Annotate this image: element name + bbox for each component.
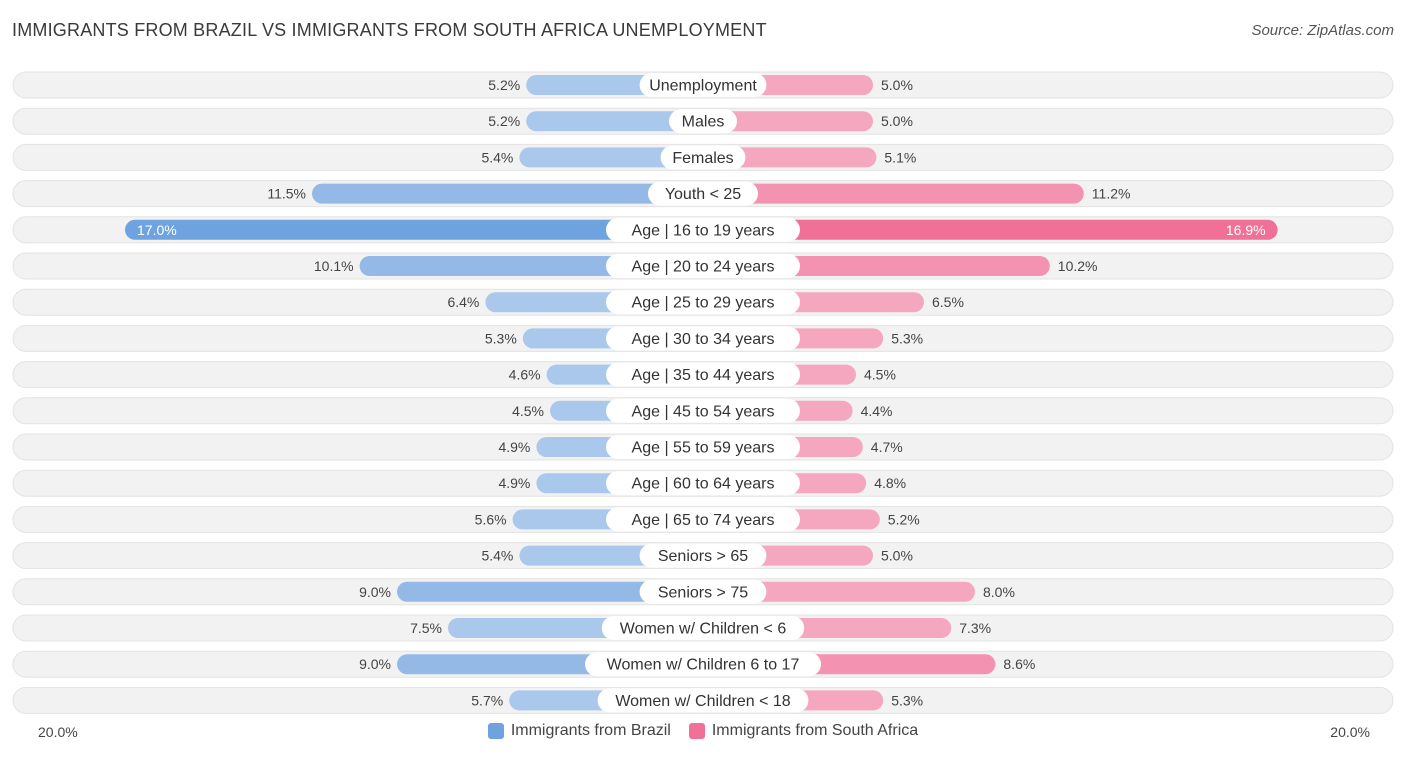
- value-label-brazil: 7.5%: [410, 620, 442, 636]
- value-label-south-africa: 16.9%: [1226, 222, 1266, 238]
- category-label-pill: [606, 362, 800, 387]
- bar-south-africa[interactable]: [703, 581, 975, 602]
- value-label-south-africa: 10.2%: [1058, 258, 1098, 274]
- category-label: Age | 20 to 24 years: [632, 259, 775, 276]
- value-label-south-africa: 5.3%: [891, 330, 923, 346]
- value-label-south-africa: 8.0%: [983, 584, 1015, 600]
- value-label-south-africa: 5.0%: [881, 113, 913, 129]
- category-label: Age | 60 to 64 years: [632, 476, 775, 493]
- bar-brazil[interactable]: [125, 219, 703, 240]
- axis-label-right: 20.0%: [1330, 724, 1370, 740]
- chart-source: Source: ZipAtlas.com: [1251, 22, 1394, 39]
- category-label: Women w/ Children < 6: [620, 621, 787, 638]
- bar-brazil[interactable]: [526, 111, 703, 132]
- value-label-south-africa: 11.2%: [1092, 186, 1131, 202]
- value-label-brazil: 6.4%: [447, 294, 479, 310]
- legend-item-brazil[interactable]: Immigrants from Brazil: [487, 722, 671, 740]
- bar-south-africa[interactable]: [703, 219, 1278, 240]
- value-label-brazil: 10.1%: [314, 258, 354, 274]
- value-label-brazil: 17.0%: [137, 222, 177, 238]
- value-label-brazil: 5.2%: [488, 77, 520, 93]
- category-label-pill: [606, 435, 800, 459]
- value-label-brazil: 9.0%: [359, 656, 391, 672]
- category-label-pill: [606, 217, 800, 242]
- category-label-pill: [601, 616, 805, 640]
- value-label-south-africa: 5.1%: [884, 149, 916, 165]
- category-label: Seniors > 75: [658, 584, 748, 601]
- value-label-south-africa: 6.5%: [932, 294, 964, 310]
- category-label-pill: [639, 73, 767, 97]
- chart-legend: Immigrants from Brazil Immigrants from S…: [0, 722, 1406, 740]
- bar-brazil[interactable]: [312, 183, 703, 204]
- value-label-south-africa: 7.3%: [959, 620, 991, 636]
- category-label-pill: [660, 145, 746, 170]
- legend-swatch-brazil: [487, 723, 504, 739]
- category-label: Seniors > 65: [658, 548, 748, 565]
- category-label: Males: [682, 114, 725, 131]
- category-label-pill: [606, 471, 800, 496]
- value-label-brazil: 4.9%: [498, 439, 530, 455]
- value-label-brazil: 11.5%: [267, 186, 306, 202]
- chart-title: IMMIGRANTS FROM BRAZIL VS IMMIGRANTS FRO…: [12, 20, 767, 40]
- legend-swatch-south-africa: [688, 723, 705, 739]
- legend-item-south-africa[interactable]: Immigrants from South Africa: [688, 722, 919, 740]
- category-label-pill: [597, 688, 809, 713]
- category-label: Age | 25 to 29 years: [632, 295, 775, 312]
- category-label-pill: [585, 652, 821, 677]
- category-label: Age | 55 to 59 years: [632, 440, 775, 457]
- value-label-brazil: 4.9%: [498, 475, 530, 491]
- bar-south-africa[interactable]: [703, 111, 873, 132]
- category-label-pill: [639, 579, 767, 604]
- bar-south-africa[interactable]: [703, 183, 1084, 204]
- category-label: Age | 65 to 74 years: [632, 512, 775, 529]
- value-label-south-africa: 8.6%: [1003, 656, 1035, 672]
- value-label-south-africa: 4.4%: [861, 403, 893, 419]
- category-label-pill: [648, 181, 758, 206]
- value-label-south-africa: 4.5%: [864, 367, 896, 383]
- value-label-south-africa: 5.0%: [881, 548, 913, 564]
- category-label-pill: [606, 290, 800, 315]
- category-label: Age | 35 to 44 years: [632, 367, 775, 384]
- category-label-pill: [606, 398, 800, 423]
- value-label-brazil: 9.0%: [359, 584, 391, 600]
- value-label-brazil: 5.4%: [481, 548, 513, 564]
- legend-label-brazil: Immigrants from Brazil: [510, 722, 671, 739]
- value-label-brazil: 5.3%: [485, 330, 517, 346]
- axis-label-left: 20.0%: [38, 724, 78, 740]
- value-label-south-africa: 5.3%: [891, 692, 923, 708]
- category-label-pill: [606, 507, 800, 532]
- category-label-pill: [606, 254, 800, 278]
- bar-south-africa[interactable]: [703, 147, 877, 168]
- value-label-brazil: 4.5%: [512, 403, 544, 419]
- value-label-brazil: 5.6%: [475, 511, 507, 527]
- category-label: Women w/ Children < 18: [615, 693, 790, 710]
- value-label-south-africa: 4.7%: [871, 439, 903, 455]
- category-label: Women w/ Children 6 to 17: [607, 657, 800, 674]
- value-label-brazil: 5.4%: [481, 149, 513, 165]
- category-label: Females: [672, 150, 733, 167]
- category-label-pill: [669, 109, 737, 134]
- value-label-south-africa: 4.8%: [874, 475, 906, 491]
- value-label-south-africa: 5.0%: [881, 77, 913, 93]
- bar-brazil[interactable]: [519, 147, 703, 168]
- value-label-brazil: 4.6%: [509, 367, 541, 383]
- value-label-brazil: 5.2%: [488, 113, 520, 129]
- legend-label-south-africa: Immigrants from South Africa: [711, 722, 919, 739]
- category-label: Age | 16 to 19 years: [632, 222, 775, 239]
- category-label-pill: [606, 326, 800, 351]
- category-label-pill: [639, 543, 767, 568]
- category-label: Age | 30 to 34 years: [632, 331, 775, 348]
- value-label-south-africa: 5.2%: [888, 511, 920, 527]
- category-label: Age | 45 to 54 years: [632, 403, 775, 420]
- bar-brazil[interactable]: [397, 581, 703, 602]
- category-label: Youth < 25: [665, 186, 741, 203]
- value-label-brazil: 5.7%: [471, 692, 503, 708]
- category-label: Unemployment: [649, 78, 757, 95]
